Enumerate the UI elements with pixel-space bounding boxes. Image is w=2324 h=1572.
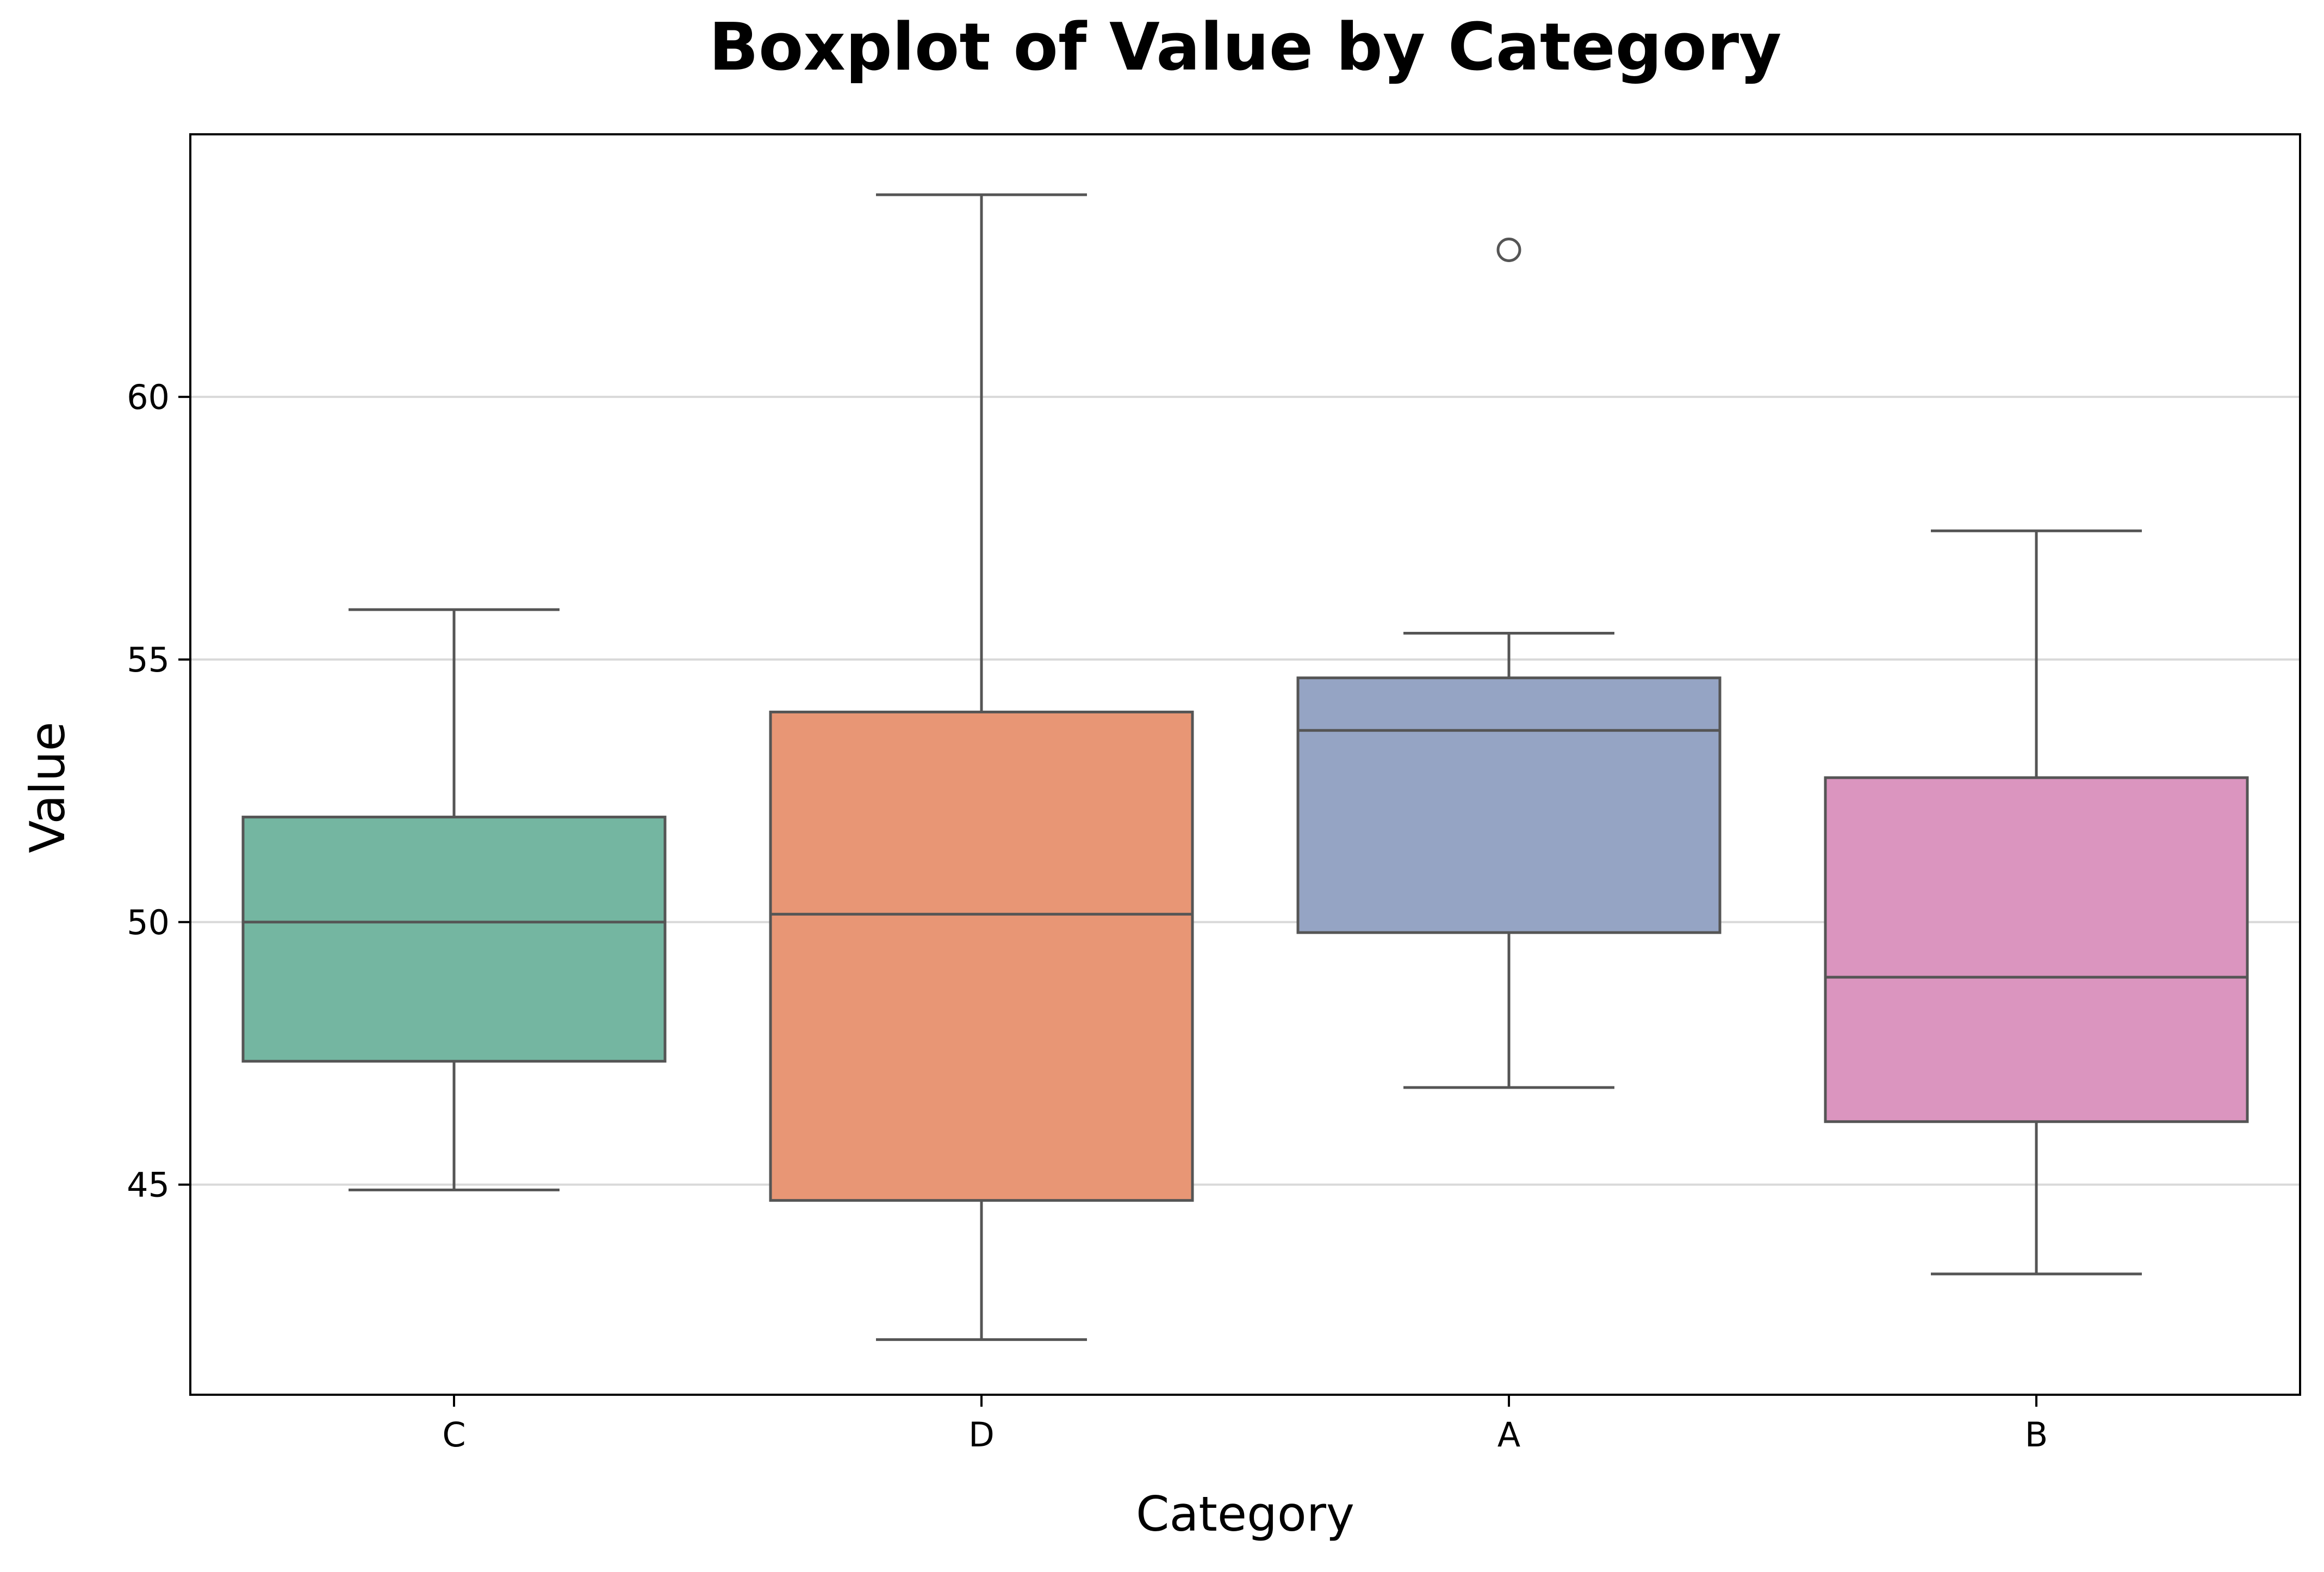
axes: 45 50 55 60 C D A B xyxy=(127,377,2048,1455)
y-tick-label-45: 45 xyxy=(127,1165,170,1205)
chart-title: Boxplot of Value by Category xyxy=(709,10,1782,85)
box-group-A xyxy=(1296,237,1722,1089)
y-tick-label-50: 50 xyxy=(127,903,170,942)
x-axis-label: Category xyxy=(1136,1486,1354,1542)
box-A xyxy=(1296,676,1722,934)
box-group-B xyxy=(1824,529,2249,1276)
outlier-A-0 xyxy=(1496,237,1521,262)
y-tick-label-55: 55 xyxy=(127,640,170,680)
box-group-D xyxy=(769,193,1194,1341)
boxes xyxy=(241,193,2249,1341)
box-C xyxy=(241,816,667,1063)
plot-frame xyxy=(189,133,2301,1396)
x-tick-label-D: D xyxy=(968,1415,995,1455)
y-tick-label-60: 60 xyxy=(127,377,170,417)
y-axis-label: Value xyxy=(20,722,76,853)
box-D xyxy=(769,710,1194,1202)
x-tick-label-A: A xyxy=(1497,1415,1520,1455)
box-group-C xyxy=(241,608,667,1191)
box-B xyxy=(1824,776,2249,1123)
x-tick-label-C: C xyxy=(442,1415,465,1455)
x-tick-label-B: B xyxy=(2025,1415,2048,1455)
